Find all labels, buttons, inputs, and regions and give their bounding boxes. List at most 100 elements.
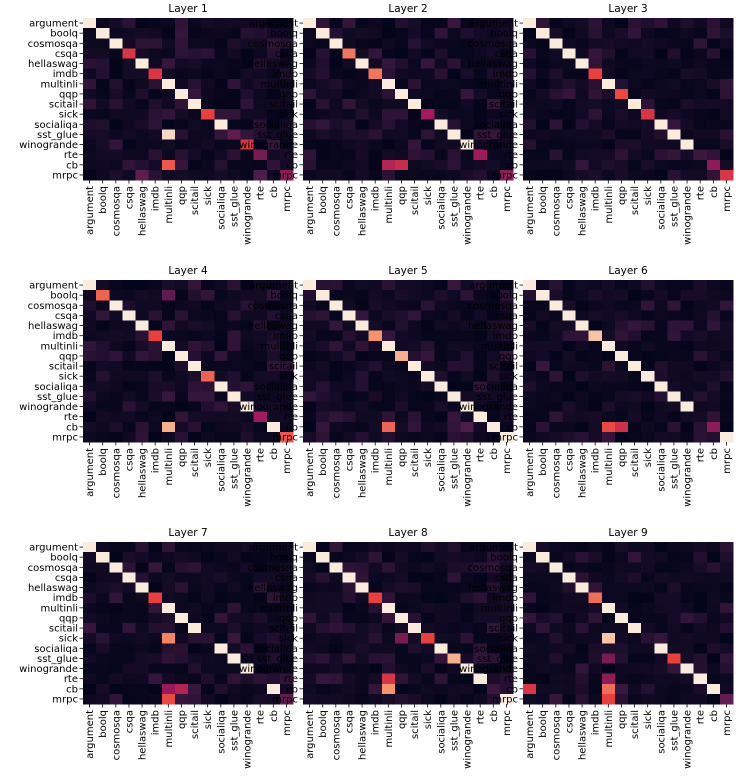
heatmap-cell [523,38,537,49]
heatmap-cell [680,643,695,654]
heatmap-cell [148,582,163,594]
heatmap-cell [719,431,734,443]
heatmap-cell [96,572,110,583]
heatmap-cell [486,38,501,49]
y-tick-label: qqp [279,351,298,362]
heatmap-cell [83,572,97,583]
heatmap-cell [316,643,330,654]
heatmap-cell [408,612,422,624]
heatmap-cell [188,431,202,443]
heatmap-cell [499,542,514,553]
heatmap-cell [654,99,668,110]
heatmap-cell [641,330,655,342]
heatmap-cell [161,693,176,705]
heatmap-cell [303,592,317,604]
heatmap-cell [641,310,655,321]
heatmap-cell [368,542,383,553]
heatmap-cell [667,310,681,321]
heatmap-cell [240,602,255,614]
y-tick-label: csqa [495,573,518,584]
heatmap-cell [303,78,317,90]
heatmap-cell [473,280,488,291]
heatmap-cell [174,109,189,120]
heatmap-cell [253,119,268,130]
y-tick-label: argument [29,543,78,554]
heatmap-cell [253,633,268,644]
heatmap-cell [381,28,396,39]
heatmap-cell [628,371,642,382]
y-tick-label: argument [249,19,298,30]
heatmap-cell [421,582,435,594]
x-tick-label: winogrande [683,186,694,245]
heatmap-cell [329,673,343,685]
heatmap-cell [473,310,488,321]
heatmap-cell [135,300,150,311]
heatmap-cell [240,78,255,90]
heatmap-cell [614,99,629,110]
heatmap-cell [122,623,136,634]
heatmap-cell [667,582,681,594]
heatmap-cell [394,592,409,604]
heatmap-cell [719,68,734,80]
heatmap-cell [460,542,475,553]
heatmap-cell [719,552,734,563]
heatmap-cell [473,320,488,332]
heatmap-cell [654,78,668,90]
heatmap-cell [486,48,501,59]
heatmap-cell [109,633,123,644]
heatmap-cell [342,411,356,423]
heatmap-cell [408,401,422,413]
heatmap-cell [161,280,176,291]
heatmap-cell [188,78,202,90]
heatmap-cell [329,391,343,402]
heatmap-cell [523,633,537,644]
heatmap-cell [641,431,655,443]
heatmap-cell [368,109,383,120]
heatmap-cell [641,411,655,423]
heatmap-cell [188,421,202,433]
heatmap-cell [601,350,616,362]
heatmap-cell [355,381,370,392]
x-tick-label: csqa [344,710,355,733]
heatmap-cell [227,99,241,110]
heatmap-cell [680,371,695,382]
heatmap-cell [161,109,176,120]
y-tick-label: csqa [55,311,78,322]
heatmap-cell [161,99,176,110]
heatmap-cell [486,381,501,392]
heatmap-cell [303,391,317,402]
heatmap-cell [499,350,514,362]
heatmap-cell [201,169,215,181]
y-tick-label: qqp [499,351,518,362]
heatmap-cell [628,693,642,705]
heatmap-cell [549,391,563,402]
heatmap-cell [486,310,501,321]
heatmap-cell [316,300,330,311]
heatmap-cell [680,623,695,634]
heatmap-cell [719,119,734,130]
heatmap-cell [536,612,550,624]
x-tick-label: qqp [177,448,188,467]
heatmap-cell [486,139,501,151]
heatmap-cell [253,401,268,413]
heatmap-cell [693,68,708,80]
y-tick-label: cb [66,160,78,171]
y-tick-label: qqp [59,613,78,624]
heatmap-cell [329,663,343,675]
heatmap-cell [253,582,268,594]
heatmap-cell [227,139,241,151]
heatmap-cell [381,159,396,171]
heatmap-cell [266,431,281,443]
heatmap-cell [693,109,708,120]
heatmap-cell [253,663,268,675]
heatmap-cell [575,411,590,423]
heatmap-cell [460,38,475,49]
x-tick-label: multinli [164,448,175,485]
heatmap-cell [421,310,435,321]
heatmap-cell [693,602,708,614]
heatmap-cell [174,169,189,181]
heatmap-cell [329,431,343,443]
heatmap-cell [381,310,396,321]
heatmap-cell [122,653,136,664]
heatmap-cell [394,38,409,49]
